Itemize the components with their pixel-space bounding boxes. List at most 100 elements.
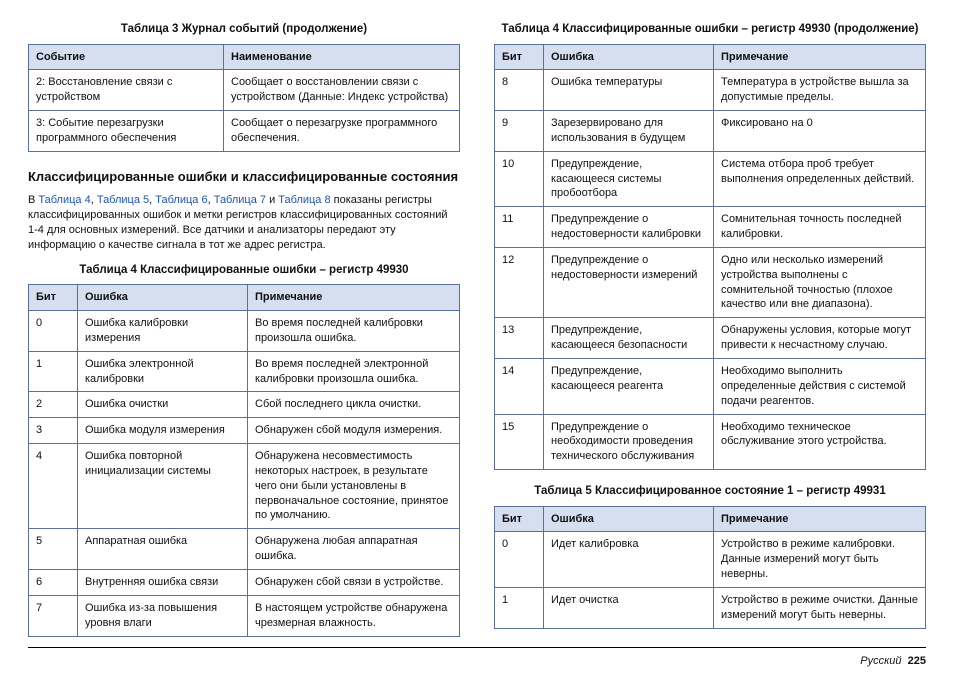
cell: Предупреждение о недостоверности измерен… [544,247,714,317]
cell: Обнаружена несовместимость некоторых нас… [248,444,460,529]
table-row: 3Ошибка модуля измеренияОбнаружен сбой м… [29,418,460,444]
right-column: Таблица 4 Классифицированные ошибки – ре… [494,18,926,637]
table4a-h2: Примечание [248,285,460,311]
link-table4[interactable]: Таблица 4 [38,194,90,206]
cell: 2 [29,392,78,418]
table-row: 3: Событие перезагрузки программного обе… [29,111,460,152]
table5-title: Таблица 5 Классифицированное состояние 1… [494,484,926,500]
cell: Ошибка повторной инициализации системы [78,444,248,529]
link-table5[interactable]: Таблица 5 [97,194,149,206]
table-row: 0Идет калибровкаУстройство в режиме кали… [495,532,926,588]
table-row: 4Ошибка повторной инициализации системыО… [29,444,460,529]
cell: 3: Событие перезагрузки программного обе… [29,111,224,152]
cell: Идет калибровка [544,532,714,588]
footer-page: 225 [908,655,926,667]
cell: Обнаружен сбой связи в устройстве. [248,569,460,595]
cell: 10 [495,151,544,207]
cell: Предупреждение, касающееся безопасности [544,318,714,359]
cell: 13 [495,318,544,359]
table4a-h0: Бит [29,285,78,311]
cell: Зарезервировано для использования в буду… [544,111,714,152]
cell: Аппаратная ошибка [78,529,248,570]
left-column: Таблица 3 Журнал событий (продолжение) С… [28,18,460,637]
cell: 3 [29,418,78,444]
cell: Необходимо выполнить определенные действ… [714,359,926,415]
cell: Ошибка электронной калибровки [78,351,248,392]
table4a: Бит Ошибка Примечание 0Ошибка калибровки… [28,284,460,636]
cell: Во время последней электронной калибровк… [248,351,460,392]
cell: 0 [495,532,544,588]
section-heading: Классифицированные ошибки и классифициро… [28,168,460,186]
table-row: 1Ошибка электронной калибровкиВо время п… [29,351,460,392]
link-table6[interactable]: Таблица 6 [155,194,207,206]
cell: Сообщает о перезагрузке программного обе… [224,111,460,152]
cell: Фиксировано на 0 [714,111,926,152]
table-row: 0Ошибка калибровки измеренияВо время пос… [29,311,460,352]
cell: Устройство в режиме калибровки. Данные и… [714,532,926,588]
cell: Необходимо техническое обслуживание этог… [714,414,926,470]
link-table7[interactable]: Таблица 7 [214,194,266,206]
table-row: 2: Восстановление связи с устройством Со… [29,70,460,111]
cell: Ошибка температуры [544,70,714,111]
intro-paragraph: В Таблица 4, Таблица 5, Таблица 6, Табли… [28,193,460,252]
cell: 14 [495,359,544,415]
table3-h1: Наименование [224,44,460,70]
table3-h0: Событие [29,44,224,70]
cell: 9 [495,111,544,152]
cell: Одно или несколько измерений устройства … [714,247,926,317]
cell: Идет очистка [544,587,714,628]
cell: Предупреждение о необходимости проведени… [544,414,714,470]
table4a-h1: Ошибка [78,285,248,311]
cell: 5 [29,529,78,570]
cell: 11 [495,207,544,248]
cell: 2: Восстановление связи с устройством [29,70,224,111]
cell: Внутренняя ошибка связи [78,569,248,595]
table4b-title: Таблица 4 Классифицированные ошибки – ре… [494,22,926,38]
table4b-h0: Бит [495,44,544,70]
table3-title: Таблица 3 Журнал событий (продолжение) [28,22,460,38]
cell: 7 [29,595,78,636]
cell: Предупреждение, касающееся реагента [544,359,714,415]
table-row: 7Ошибка из-за повышения уровня влагиВ на… [29,595,460,636]
cell: Предупреждение о недостоверности калибро… [544,207,714,248]
table3: Событие Наименование 2: Восстановление с… [28,44,460,152]
cell: Устройство в режиме очистки. Данные изме… [714,587,926,628]
cell: 8 [495,70,544,111]
table-row: 5Аппаратная ошибкаОбнаружена любая аппар… [29,529,460,570]
page-footer: Русский 225 [28,647,926,669]
cell: Сбой последнего цикла очистки. [248,392,460,418]
cell: Обнаружена любая аппаратная ошибка. [248,529,460,570]
table-row: 11Предупреждение о недостоверности калиб… [495,207,926,248]
table-row: 15Предупреждение о необходимости проведе… [495,414,926,470]
cell: 4 [29,444,78,529]
table5-h2: Примечание [714,506,926,532]
cell: Во время последней калибровки произошла … [248,311,460,352]
cell: Ошибка модуля измерения [78,418,248,444]
cell: 12 [495,247,544,317]
cell: Обнаружены условия, которые могут привес… [714,318,926,359]
footer-lang: Русский [860,655,901,667]
sep-last: и [266,194,278,206]
cell: Обнаружен сбой модуля измерения. [248,418,460,444]
cell: 0 [29,311,78,352]
cell: 15 [495,414,544,470]
link-table8[interactable]: Таблица 8 [278,194,330,206]
table-row: 1Идет очисткаУстройство в режиме очистки… [495,587,926,628]
table-row: 8Ошибка температурыТемпература в устройс… [495,70,926,111]
table4b: Бит Ошибка Примечание 8Ошибка температур… [494,44,926,471]
table-row: 14Предупреждение, касающееся реагентаНео… [495,359,926,415]
table-row: 12Предупреждение о недостоверности измер… [495,247,926,317]
table-row: 6Внутренняя ошибка связиОбнаружен сбой с… [29,569,460,595]
cell: Сообщает о восстановлении связи с устрой… [224,70,460,111]
table5-h0: Бит [495,506,544,532]
table4a-title: Таблица 4 Классифицированные ошибки – ре… [28,263,460,279]
para-pre: В [28,194,38,206]
table4b-h2: Примечание [714,44,926,70]
table4b-h1: Ошибка [544,44,714,70]
table-row: 2Ошибка очисткиСбой последнего цикла очи… [29,392,460,418]
cell: Ошибка из-за повышения уровня влаги [78,595,248,636]
table-row: 9Зарезервировано для использования в буд… [495,111,926,152]
cell: 1 [495,587,544,628]
cell: Ошибка калибровки измерения [78,311,248,352]
cell: Система отбора проб требует выполнения о… [714,151,926,207]
